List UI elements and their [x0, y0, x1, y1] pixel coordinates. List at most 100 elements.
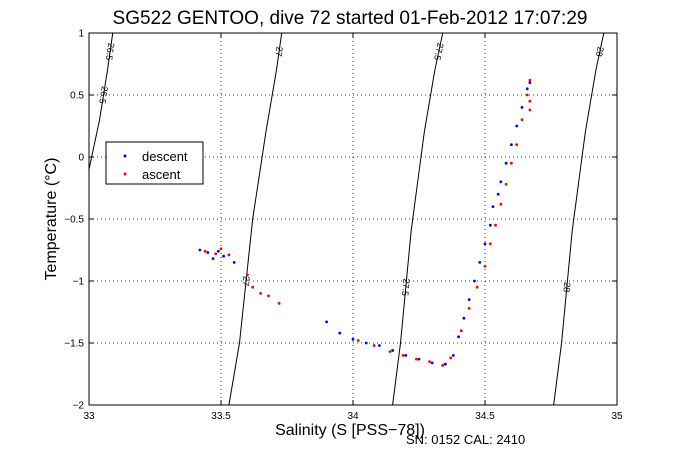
data-point-descent: [444, 362, 447, 366]
y-tick-label: 0.5: [70, 91, 84, 102]
isopycnal-lines: 26.5 26.5 27 27 27.5 27.5 28 28: [88, 32, 606, 406]
data-point-ascent: [259, 292, 262, 295]
data-point-ascent: [494, 223, 497, 227]
isopycnal-label: 27.5: [400, 278, 412, 296]
isopycnal-label: 27: [273, 46, 284, 57]
data-point-descent: [496, 192, 500, 196]
data-point-ascent: [277, 301, 281, 305]
data-point-descent: [391, 349, 394, 352]
data-points: [198, 78, 532, 367]
data-point-ascent: [214, 252, 218, 256]
data-point-descent: [499, 180, 503, 184]
isopycnal-label: 26.5: [97, 86, 110, 105]
isopycnal-label: 26.5: [104, 42, 116, 61]
data-point-descent: [491, 205, 495, 209]
data-point-descent: [483, 242, 487, 246]
x-tick-label: 34: [347, 411, 359, 422]
data-point-ascent: [528, 108, 532, 112]
data-point-descent: [478, 261, 482, 264]
isopycnal-line: [392, 32, 444, 406]
data-point-ascent: [356, 339, 360, 342]
data-point-ascent: [428, 360, 431, 363]
data-point-ascent: [510, 161, 513, 165]
data-point-descent: [338, 331, 342, 335]
y-axis-label: Temperature (°C): [43, 158, 60, 281]
data-point-descent: [378, 344, 381, 347]
data-point-ascent: [267, 294, 270, 298]
data-point-descent: [510, 143, 513, 147]
x-tick-label: 33: [83, 411, 95, 422]
data-point-descent: [515, 124, 519, 128]
data-point-ascent: [475, 285, 479, 289]
data-point-ascent: [372, 344, 376, 347]
data-point-descent: [528, 81, 532, 84]
data-point-ascent: [504, 182, 508, 186]
data-point-ascent: [525, 93, 529, 97]
grid-lines: [89, 33, 617, 405]
legend-box: [105, 141, 204, 185]
data-point-ascent: [401, 354, 405, 357]
isopycnal-line: [228, 32, 283, 406]
y-tick-label: −0.5: [64, 215, 84, 226]
legend-label-descent: descent: [142, 149, 188, 164]
y-ticks: 1 0.5 0 −0.5 −1 −1.5 −2: [64, 29, 617, 412]
y-tick-label: 0: [78, 153, 84, 164]
data-point-descent: [462, 316, 466, 320]
isopycnal-label: 27.5: [432, 42, 445, 61]
isopycnal-line: [88, 32, 114, 170]
legend: descent ascent: [105, 141, 204, 185]
data-point-ascent: [251, 285, 255, 289]
data-point-ascent: [388, 350, 392, 354]
legend-marker-descent: [123, 154, 127, 158]
data-point-descent: [457, 335, 460, 339]
data-point-ascent: [520, 118, 524, 122]
data-point-descent: [417, 357, 421, 361]
data-point-descent: [488, 223, 492, 227]
data-point-descent: [364, 341, 368, 345]
data-point-descent: [211, 257, 215, 261]
data-point-descent: [325, 320, 328, 324]
isopycnal-label: 27: [241, 275, 252, 286]
data-point-descent: [216, 249, 220, 253]
data-point-ascent: [467, 306, 471, 310]
data-point-ascent: [219, 247, 223, 251]
data-point-ascent: [515, 143, 519, 147]
data-point-ascent: [488, 242, 492, 246]
data-point-descent: [520, 106, 524, 109]
data-point-descent: [467, 298, 471, 301]
data-point-descent: [504, 161, 508, 165]
x-axis-label: Salinity (S [PSS−78]): [275, 422, 425, 439]
data-point-ascent: [227, 253, 231, 257]
y-tick-label: 1: [78, 29, 84, 40]
data-point-ascent: [246, 273, 249, 277]
chart-title: SG522 GENTOO, dive 72 started 01-Feb-201…: [113, 8, 588, 29]
y-tick-label: −2: [73, 401, 85, 412]
isopycnal-line: [553, 32, 605, 406]
data-point-descent: [430, 361, 434, 365]
data-point-ascent: [203, 249, 207, 253]
data-point-ascent: [459, 329, 463, 332]
data-point-descent: [198, 248, 202, 252]
y-tick-label: −1: [73, 277, 85, 288]
data-point-descent: [351, 337, 355, 341]
data-point-ascent: [414, 357, 418, 361]
data-point-descent: [473, 279, 476, 283]
data-point-descent: [206, 251, 210, 254]
data-point-ascent: [528, 78, 532, 82]
data-point-ascent: [449, 356, 453, 360]
data-point-descent: [525, 87, 529, 91]
legend-label-ascent: ascent: [142, 167, 181, 182]
x-tick-label: 33.5: [211, 411, 231, 422]
data-point-descent: [232, 261, 236, 264]
footer-serial-cal: SN: 0152 CAL: 2410: [406, 432, 525, 447]
data-point-descent: [451, 354, 455, 357]
data-point-descent: [404, 354, 408, 357]
y-tick-label: −1.5: [64, 339, 84, 350]
isopycnal-label: 28: [594, 46, 606, 58]
data-point-descent: [222, 254, 226, 258]
x-tick-label: 34.5: [475, 411, 495, 422]
x-tick-label: 35: [611, 411, 623, 422]
data-point-ascent: [441, 363, 445, 367]
data-point-ascent: [528, 99, 532, 103]
